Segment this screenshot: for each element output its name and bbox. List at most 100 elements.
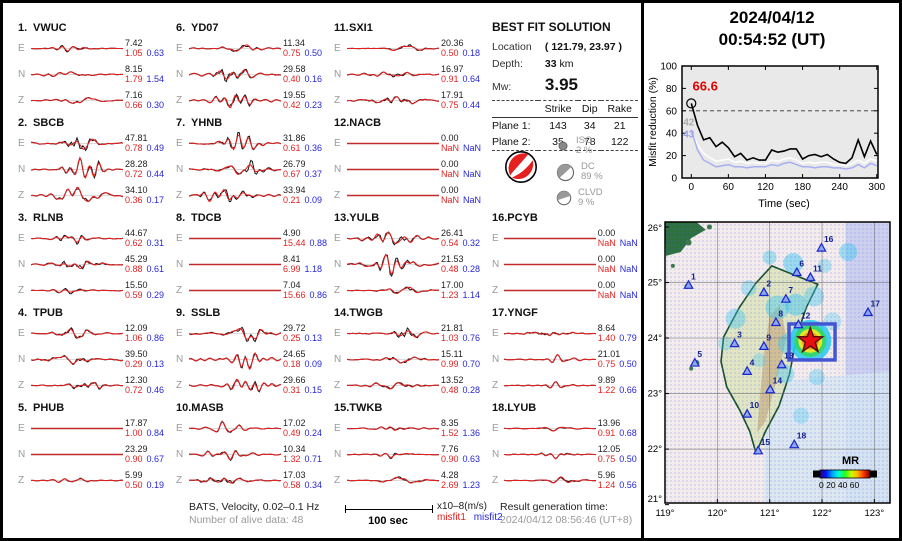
waveform-values: 8.15 1.79 1.54 [123,64,172,84]
map-station-marker-1 [683,279,694,289]
misfit1-value: 0.90 [441,454,459,464]
amplitude-value: 47.81 [125,133,148,143]
misfit1-value: 0.91 [441,74,459,84]
svg-text:9: 9 [766,332,771,342]
svg-text:2: 2 [766,279,771,289]
amplitude-value: 13.52 [441,375,464,385]
waveform-values: 21.53 0.48 0.28 [439,254,488,274]
amplitude-value: 7.04 [283,280,301,290]
scalebar-label: 100 sec [368,515,408,527]
misfit1-value: 0.21 [283,195,301,205]
misfit2-value: 0.32 [462,238,481,248]
svg-text:42: 42 [683,117,695,128]
waveform-row-N: N 12.05 0.75 0.50 [492,441,640,467]
station-number: 2. [18,117,28,129]
station-block-NACB: 12.NACB E 0.00 NaN NaN N 0.00 NaN NaN Z 0.00 NaN NaN [334,117,488,208]
waveform-row-N: N 23.29 0.90 0.67 [18,441,172,467]
station-number: 4. [18,307,28,319]
waveform-values: 0.00 NaN NaN [596,280,640,300]
clvd-icon [556,190,572,206]
svg-text:8: 8 [778,309,783,319]
station-code: RLNB [33,212,64,224]
station-header: 17.YNGF [492,307,640,320]
misfit2-value: 0.09 [304,195,323,205]
amplitude-value: 0.00 [597,228,616,238]
misfit2-value: 0.19 [146,480,165,490]
waveform-row-Z: Z 33.94 0.21 0.09 [176,182,330,208]
waveform-values: 0.00 NaN NaN [596,228,640,248]
component-label: N [492,258,500,270]
misfit1-value: 0.61 [283,143,301,153]
misfit1-value: 0.88 [125,264,143,274]
misfit2-value: 0.49 [146,143,165,153]
waveform-row-E: E 26.41 0.54 0.32 [334,225,488,251]
component-label: Z [492,379,499,391]
misfit1-value: 0.50 [125,480,143,490]
waveform-values: 5.96 1.24 0.56 [596,470,640,490]
station-header: 7. YHNB [176,117,330,130]
station-block-PHUB: 5. PHUB E 17.87 1.00 0.84 N 23.29 0.90 0.67 Z 5.99 0… [18,402,172,493]
waveform-plot [347,44,439,52]
result-time-label: Result generation time: [500,501,608,513]
map-station-marker-8 [770,316,782,327]
waveform-values: 20.36 0.50 0.18 [439,38,488,58]
svg-text:122°: 122° [812,508,832,519]
component-label: N [176,163,184,175]
misfit2-value: 0.50 [619,359,637,369]
waveform-plot [189,68,281,83]
waveform-values: 34.10 0.36 0.17 [123,185,172,205]
waveform-values: 33.94 0.21 0.09 [281,185,330,205]
component-label: Z [176,474,183,486]
misfit2-value: 0.61 [146,264,165,274]
waveform-values: 47.81 0.78 0.49 [123,133,172,153]
waveform-plot [503,237,596,240]
waveform-values: 7.04 15.66 0.86 [281,280,330,300]
svg-text:100: 100 [660,62,677,73]
map-station-marker-2 [758,286,770,297]
waveform-plot [189,352,281,371]
station-number: 3. [18,212,28,224]
component-label: Z [18,379,25,391]
component-label: E [334,42,341,54]
waveform-values: 29.66 0.31 0.15 [281,375,330,395]
waveform-plot [31,45,123,53]
component-label: E [492,422,499,434]
sdr-header: Dip [577,100,602,118]
component-label: E [18,327,25,339]
waveform-row-N: N 8.15 1.79 1.54 [18,61,172,87]
waveform-values: 31.86 0.61 0.36 [281,133,330,153]
event-header: 2024/04/12 00:54:52 (UT) [646,7,898,51]
waveform-row-Z: Z 0.00 NaN NaN [492,277,640,303]
amplitude-value: 26.41 [441,228,464,238]
amplitude-value: 4.28 [441,470,459,480]
waveform-values: 11.34 0.75 0.50 [281,38,330,58]
waveform-row-Z: Z 15.50 0.59 0.29 [18,277,172,303]
amplitude-value: 26.79 [283,159,306,169]
waveform-plot [189,237,281,240]
waveform-row-N: N 0.00 NaN NaN [334,156,488,182]
station-number: 13. [334,212,350,224]
misfit1-value: 0.90 [125,454,143,464]
misfit2-value: 0.37 [304,169,323,179]
misfit2-value: 0.44 [462,100,481,110]
map-station-marker-7 [780,293,792,303]
waveform-plot [189,131,281,151]
map-station-marker-16 [816,242,827,252]
svg-text:240: 240 [831,182,848,193]
result-time-value: 2024/04/12 08:56:46 (UT+8) [500,514,633,526]
station-header: 2. SBCB [18,117,172,130]
component-label: Z [334,94,341,106]
station-code: NACB [349,117,382,129]
component-label: E [334,327,341,339]
waveform-row-E: E 8.64 1.40 0.79 [492,320,640,346]
amplitude-value: 17.02 [283,418,306,428]
component-label: Z [492,474,499,486]
component-label: E [176,232,183,244]
component-label: Z [18,284,25,296]
map-station-marker-3 [729,337,740,348]
colorbar-label: MR [842,455,859,467]
waveform-values: 29.72 0.25 0.13 [281,323,330,343]
svg-text:14: 14 [773,376,783,386]
component-label: N [18,448,26,460]
misfit1-value: 1.40 [597,333,616,343]
